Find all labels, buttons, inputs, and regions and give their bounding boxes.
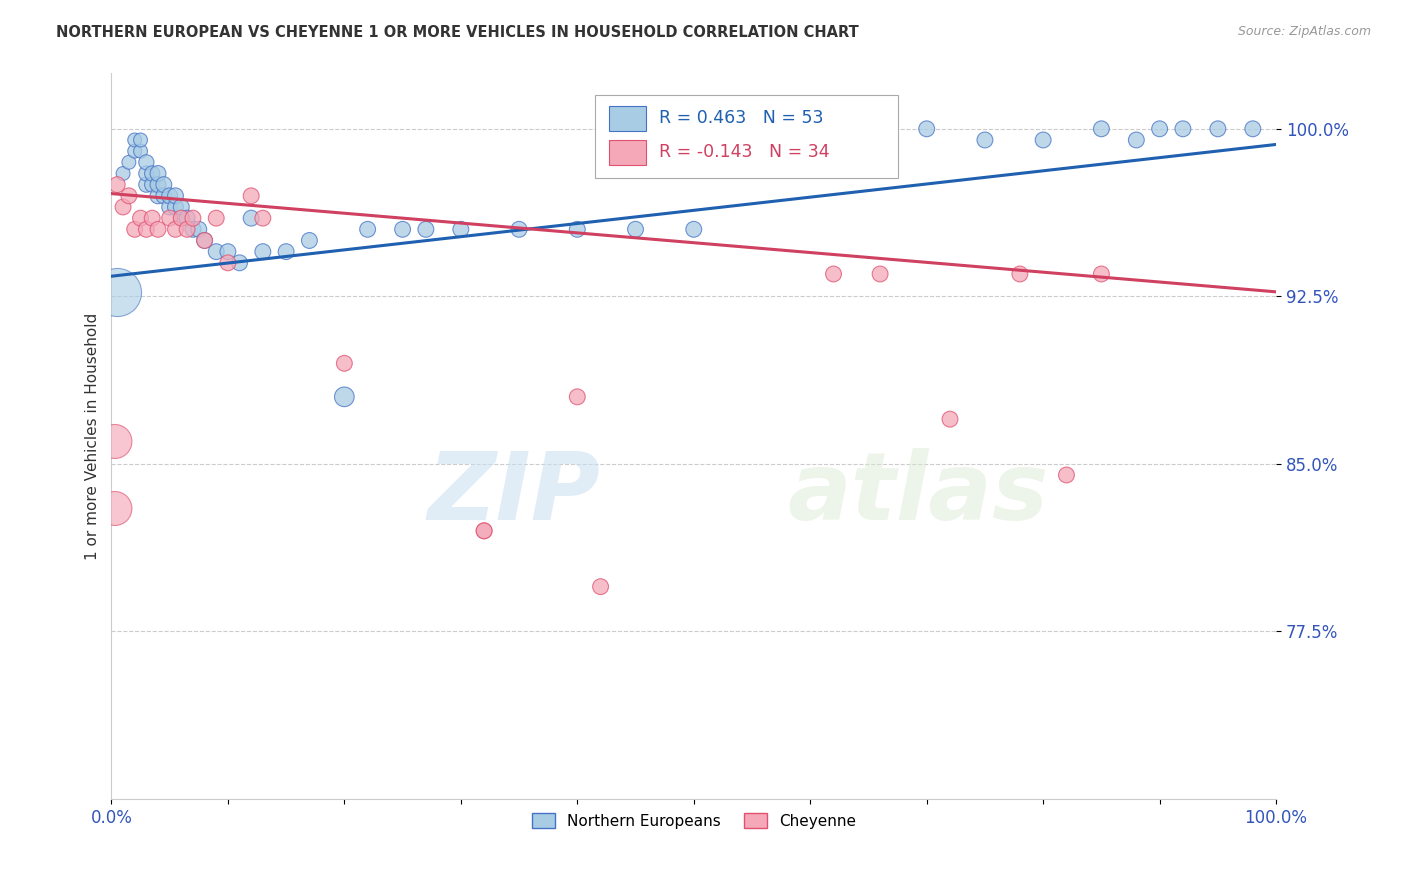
Point [1056, 467, 1078, 482]
Point [1171, 121, 1194, 136]
Point [508, 222, 530, 236]
Point [124, 144, 146, 158]
Point [105, 285, 128, 299]
Point [176, 211, 198, 226]
Point [146, 166, 169, 180]
Point [333, 390, 356, 404]
Point [104, 434, 127, 449]
Point [1241, 121, 1264, 136]
Point [165, 222, 187, 236]
Point [159, 211, 181, 226]
Point [240, 211, 263, 226]
Point [205, 244, 228, 259]
Point [135, 166, 157, 180]
Point [567, 222, 589, 236]
Point [624, 222, 647, 236]
Point [146, 189, 169, 203]
Point [823, 267, 845, 281]
Point [105, 178, 128, 192]
Text: ZIP: ZIP [427, 448, 600, 540]
Point [141, 166, 163, 180]
Point [146, 178, 169, 192]
Point [170, 211, 193, 226]
Point [159, 189, 181, 203]
Point [298, 234, 321, 248]
Text: NORTHERN EUROPEAN VS CHEYENNE 1 OR MORE VEHICLES IN HOUSEHOLD CORRELATION CHART: NORTHERN EUROPEAN VS CHEYENNE 1 OR MORE … [56, 25, 859, 40]
Point [333, 356, 356, 370]
Point [135, 222, 157, 236]
Point [170, 211, 193, 226]
Point [135, 178, 157, 192]
Point [141, 211, 163, 226]
Point [1090, 121, 1112, 136]
Point [567, 390, 589, 404]
Bar [609, 106, 645, 131]
Text: R = 0.463   N = 53: R = 0.463 N = 53 [659, 109, 824, 127]
Point [187, 222, 209, 236]
Point [939, 412, 962, 426]
Point [1149, 121, 1171, 136]
Point [159, 200, 181, 214]
Bar [609, 140, 645, 165]
Point [165, 200, 187, 214]
FancyBboxPatch shape [595, 95, 897, 178]
Point [217, 244, 239, 259]
Text: R = -0.143   N = 34: R = -0.143 N = 34 [659, 143, 830, 161]
Point [356, 222, 378, 236]
Point [1008, 267, 1031, 281]
Y-axis label: 1 or more Vehicles in Household: 1 or more Vehicles in Household [86, 312, 100, 559]
Point [252, 211, 274, 226]
Point [112, 200, 135, 214]
Point [129, 144, 152, 158]
Point [472, 524, 495, 538]
Point [194, 234, 217, 248]
Text: Source: ZipAtlas.com: Source: ZipAtlas.com [1237, 25, 1371, 38]
Point [391, 222, 413, 236]
Point [682, 222, 704, 236]
Point [915, 121, 938, 136]
Point [240, 189, 263, 203]
Point [135, 155, 157, 169]
Point [1090, 267, 1112, 281]
Point [589, 580, 612, 594]
Point [153, 189, 176, 203]
Point [217, 256, 239, 270]
Point [415, 222, 437, 236]
Point [170, 200, 193, 214]
Point [112, 166, 135, 180]
Point [129, 133, 152, 147]
Point [181, 222, 204, 236]
Point [450, 222, 472, 236]
Point [799, 133, 821, 147]
Point [118, 155, 141, 169]
Point [165, 189, 187, 203]
Point [129, 211, 152, 226]
Point [228, 256, 250, 270]
Point [118, 189, 141, 203]
Point [274, 244, 297, 259]
Point [869, 267, 891, 281]
Legend: Northern Europeans, Cheyenne: Northern Europeans, Cheyenne [526, 806, 862, 835]
Point [181, 211, 204, 226]
Point [153, 178, 176, 192]
Point [1206, 121, 1229, 136]
Point [141, 178, 163, 192]
Point [472, 524, 495, 538]
Point [252, 244, 274, 259]
Point [974, 133, 997, 147]
Point [1032, 133, 1054, 147]
Point [104, 501, 127, 516]
Point [1125, 133, 1147, 147]
Point [146, 222, 169, 236]
Point [205, 211, 228, 226]
Point [124, 222, 146, 236]
Point [858, 133, 880, 147]
Text: atlas: atlas [787, 448, 1049, 540]
Point [124, 133, 146, 147]
Point [176, 222, 198, 236]
Point [194, 234, 217, 248]
